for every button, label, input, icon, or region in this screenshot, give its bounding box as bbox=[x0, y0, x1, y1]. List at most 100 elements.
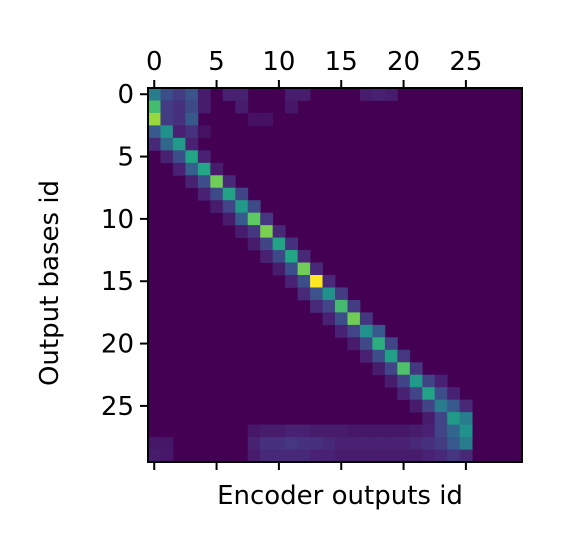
heatmap-cell bbox=[434, 412, 448, 425]
heatmap-cell bbox=[210, 162, 224, 176]
heatmap-cell bbox=[447, 449, 461, 463]
heatmap-cell bbox=[260, 437, 274, 450]
heatmap-cell bbox=[297, 437, 311, 450]
heatmap-cell bbox=[310, 449, 323, 463]
heatmap-cell bbox=[409, 449, 423, 463]
heatmap-cell bbox=[422, 449, 436, 463]
heatmap-cell bbox=[359, 437, 373, 450]
x-tick-label: 5 bbox=[208, 47, 225, 77]
heatmap-cell bbox=[359, 312, 373, 326]
y-tick-label: 20 bbox=[101, 330, 134, 360]
heatmap-cell bbox=[347, 424, 361, 438]
heatmap-cell bbox=[459, 437, 473, 450]
heatmap-cell bbox=[197, 162, 211, 176]
heatmap-cell bbox=[197, 100, 211, 114]
heatmap-cell bbox=[384, 362, 398, 376]
heatmap-cell bbox=[197, 150, 211, 164]
heatmap-cell bbox=[384, 88, 398, 101]
heatmap-cell bbox=[347, 449, 361, 463]
y-tick-label: 15 bbox=[101, 267, 134, 297]
heatmap-cell bbox=[347, 312, 361, 326]
heatmap-cell bbox=[260, 212, 274, 226]
heatmap-cell bbox=[397, 424, 411, 438]
x-tick-label: 0 bbox=[146, 47, 163, 77]
heatmap-cell bbox=[372, 337, 386, 351]
heatmap-cell bbox=[384, 437, 398, 450]
heatmap-cell bbox=[422, 437, 436, 450]
heatmap-cell bbox=[160, 125, 174, 139]
heatmap-cell bbox=[235, 200, 249, 214]
heatmap-cell bbox=[397, 449, 411, 463]
heatmap-cell bbox=[434, 387, 448, 401]
heatmap-cell bbox=[260, 225, 274, 238]
heatmap-cell bbox=[459, 399, 473, 413]
heatmap-cell bbox=[260, 424, 274, 438]
heatmap-cell bbox=[185, 137, 199, 151]
heatmap-cell bbox=[447, 424, 461, 438]
heatmap-cell bbox=[422, 374, 436, 388]
heatmap-cell bbox=[359, 424, 373, 438]
heatmap-cell bbox=[272, 424, 286, 438]
x-tick-label: 25 bbox=[449, 47, 482, 77]
heatmap-cell bbox=[422, 412, 436, 425]
heatmap-cell bbox=[160, 437, 174, 450]
heatmap-cell bbox=[235, 88, 249, 101]
heatmap-cell bbox=[185, 88, 199, 101]
heatmap-cell bbox=[172, 112, 186, 126]
heatmap-cell bbox=[322, 312, 336, 326]
heatmap-cell bbox=[297, 88, 311, 101]
heatmap-cell bbox=[197, 187, 211, 201]
heatmap-cell bbox=[397, 362, 411, 376]
heatmap-cell bbox=[409, 374, 423, 388]
heatmap-cell bbox=[222, 200, 236, 214]
heatmap-cell bbox=[172, 100, 186, 114]
heatmap-cell bbox=[409, 437, 423, 450]
heatmap-cell bbox=[335, 287, 348, 301]
heatmap-cell bbox=[260, 250, 274, 263]
heatmap-cell bbox=[347, 299, 361, 313]
heatmap-cell bbox=[459, 424, 473, 438]
heatmap-cell bbox=[148, 125, 161, 139]
heatmap-cell bbox=[260, 112, 274, 126]
heatmap-cell bbox=[285, 237, 298, 251]
heatmap-cell bbox=[148, 112, 161, 126]
heatmap-cell bbox=[272, 225, 286, 238]
heatmap-cell bbox=[272, 237, 286, 251]
heatmap-cells bbox=[148, 88, 522, 463]
heatmap-cell bbox=[247, 212, 261, 226]
heatmap-cell bbox=[335, 299, 348, 313]
heatmap-cell bbox=[222, 212, 236, 226]
heatmap-cell bbox=[409, 399, 423, 413]
heatmap-cell bbox=[322, 299, 336, 313]
heatmap-cell bbox=[372, 88, 386, 101]
heatmap-cell bbox=[322, 437, 336, 450]
x-tick-label: 15 bbox=[325, 47, 358, 77]
heatmap-cell bbox=[160, 112, 174, 126]
heatmap-cell bbox=[285, 262, 298, 276]
heatmap-cell bbox=[247, 200, 261, 214]
heatmap-cell bbox=[384, 424, 398, 438]
x-tick-label: 20 bbox=[387, 47, 420, 77]
heatmap-cell bbox=[310, 275, 323, 288]
heatmap-cell bbox=[148, 100, 161, 114]
heatmap-cell bbox=[222, 88, 236, 101]
heatmap-cell bbox=[335, 437, 348, 450]
x-axis-ticks: 0 5 10 15 20 25 bbox=[146, 47, 482, 470]
heatmap-cell bbox=[285, 250, 298, 263]
heatmap-cell bbox=[272, 437, 286, 450]
heatmap-cell bbox=[272, 250, 286, 263]
heatmap-cell bbox=[222, 175, 236, 189]
heatmap-cell bbox=[172, 88, 186, 101]
heatmap-cell bbox=[372, 362, 386, 376]
y-tick-label: 5 bbox=[117, 143, 134, 173]
heatmap-cell bbox=[310, 287, 323, 301]
heatmap-cell bbox=[272, 449, 286, 463]
heatmap-cell bbox=[172, 162, 186, 176]
heatmap-cell bbox=[247, 449, 261, 463]
heatmap-cell bbox=[372, 349, 386, 363]
heatmap-cell bbox=[359, 88, 373, 101]
heatmap-cell bbox=[235, 225, 249, 238]
heatmap-cell bbox=[185, 150, 199, 164]
heatmap-cell bbox=[422, 399, 436, 413]
